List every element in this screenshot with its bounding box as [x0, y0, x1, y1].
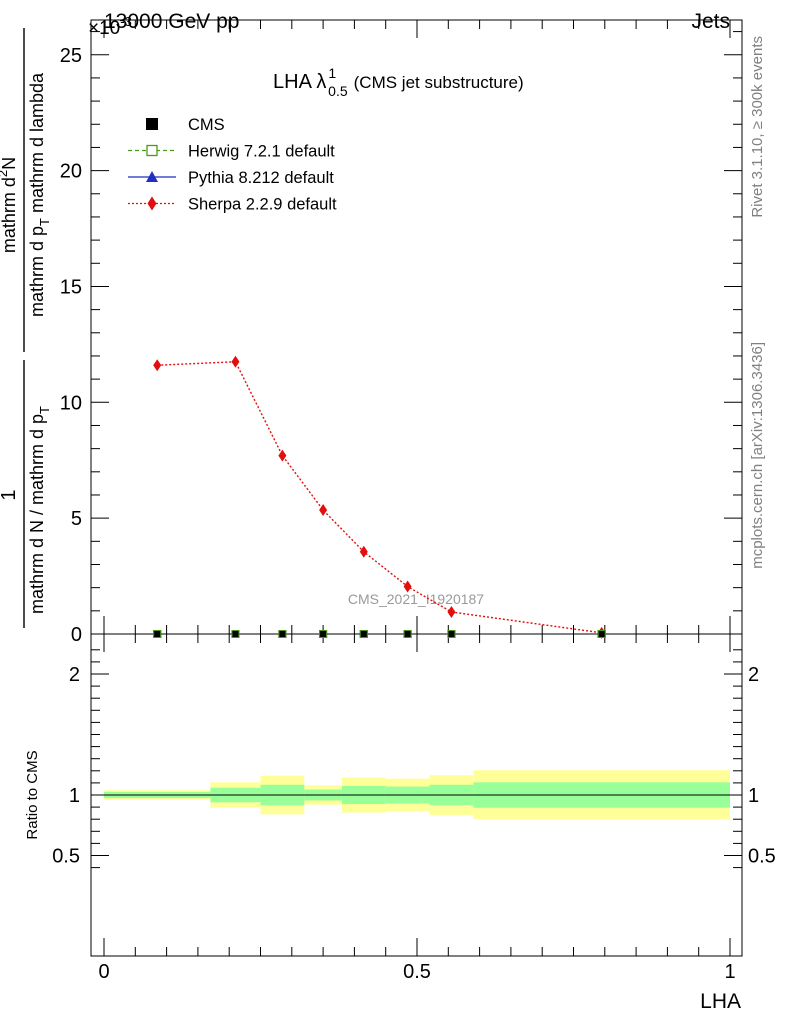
main-axis-ticks: 0 5 10 15 20 25 [60, 31, 742, 646]
herwig-point [231, 630, 240, 638]
sherpa-point [359, 545, 368, 558]
ratio-tick-label-right: 0.5 [748, 846, 776, 868]
herwig-point [359, 630, 368, 638]
x-tick-label: 0 [98, 961, 109, 983]
legend-label: Pythia 8.212 default [188, 169, 334, 187]
ratio-y-axis-label: Ratio to CMS [24, 750, 41, 839]
sherpa-point [403, 580, 412, 593]
energy-label: 13000 GeV pp [104, 10, 239, 33]
legend-marker [146, 144, 158, 157]
sherpa-point [153, 359, 162, 372]
herwig-point [319, 630, 328, 638]
exponent-power: -3 [120, 14, 132, 29]
sherpa-point [231, 355, 240, 368]
legend: CMS Herwig 7.2.1 default Pythia 8.212 defa… [128, 116, 337, 214]
y-tick-label: 10 [60, 392, 82, 414]
mcplots-label: mcplots.cern.ch [arXiv:1306.3436] [749, 342, 766, 569]
y-tick-label: 25 [60, 45, 82, 67]
ylabel-left-denominator: mathrm d N / mathrm d pT [27, 406, 52, 614]
main-plot-frame [90, 19, 743, 635]
sherpa-point [278, 449, 287, 462]
process-label: Jets [691, 10, 730, 33]
ratio-tick-label-right: 1 [748, 785, 759, 807]
y-tick-label: 15 [60, 276, 82, 298]
x-tick-label: 1 [724, 961, 735, 983]
y-tick-label: 5 [71, 508, 82, 530]
legend-marker [146, 118, 158, 130]
legend-marker [146, 171, 158, 182]
main-y-axis-label: 1 mathrm d N / mathrm d pT mathrm d2N ma… [0, 28, 52, 628]
herwig-point [447, 630, 456, 638]
cms-point [359, 630, 368, 638]
cms-point [403, 630, 412, 638]
ratio-tick-label-left: 1 [69, 785, 80, 807]
ratio-axis-ticks: 0.5 0.5 1 1 2 2 [52, 649, 776, 869]
herwig-point [597, 630, 606, 638]
legend-label: Sherpa 2.2.9 default [188, 196, 337, 214]
cms-point [597, 630, 606, 638]
cms-point [231, 630, 240, 638]
ratio-tick-label-left: 0.5 [52, 846, 80, 868]
legend-marker [147, 196, 157, 211]
herwig-point [278, 630, 287, 638]
herwig-point [153, 630, 162, 638]
cms-point [153, 630, 162, 638]
cms-point [278, 630, 287, 638]
analysis-watermark: CMS_2021_I1920187 [348, 591, 484, 607]
ylabel-right-numerator: mathrm d2N [0, 157, 19, 253]
x-tick-label: 0.5 [403, 961, 431, 983]
ratio-tick-label-left: 2 [69, 664, 80, 686]
ratio-tick-label-right: 2 [748, 664, 759, 686]
cms-point [447, 630, 456, 638]
exponent-label: ×10-3 [88, 14, 132, 39]
ylabel-right-denominator: mathrm d pT mathrm d lambda [27, 72, 52, 317]
y-tick-label: 0 [71, 624, 82, 646]
rivet-label: Rivet 3.1.10, ≥ 300k events [749, 36, 766, 218]
y-tick-label: 20 [60, 161, 82, 183]
series-layer [153, 355, 606, 639]
ylabel-left-numerator: 1 [0, 489, 20, 500]
legend-label: Herwig 7.2.1 default [188, 143, 335, 161]
herwig-point [403, 630, 412, 638]
sherpa-point [319, 504, 328, 517]
plot-title: LHA λ 1 0.5 (CMS jet substructure) [273, 65, 524, 99]
x-axis-ticks: 0 0.5 1 [98, 20, 736, 983]
sherpa-point [447, 605, 456, 618]
cms-point [319, 630, 328, 638]
legend-label: CMS [188, 116, 225, 134]
sherpa-line [157, 361, 602, 634]
x-axis-label: LHA [700, 990, 741, 1013]
